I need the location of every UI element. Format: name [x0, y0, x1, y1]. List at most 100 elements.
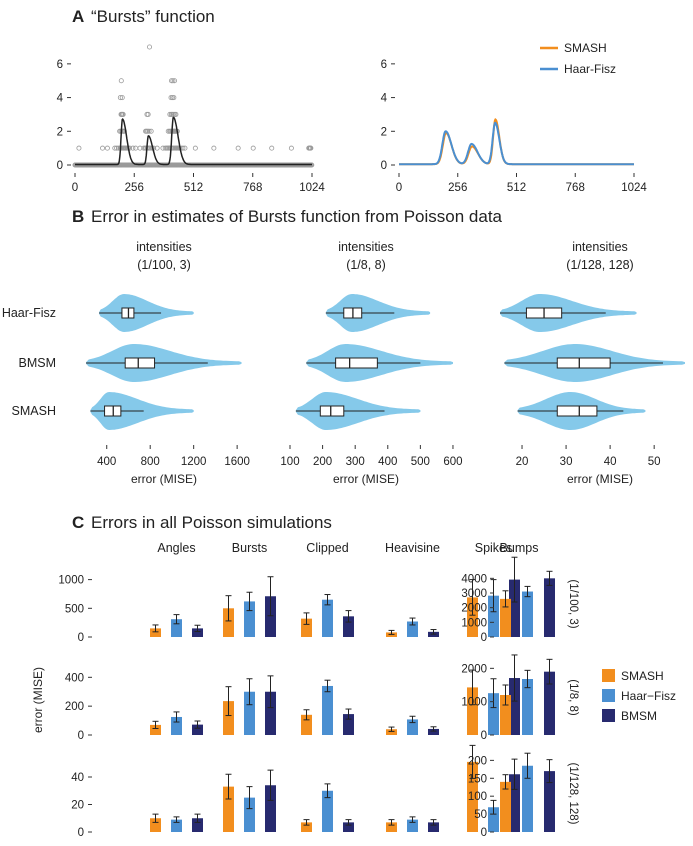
data-point — [120, 111, 126, 117]
bar — [509, 579, 520, 637]
x-tick-label: 1200 — [181, 456, 207, 468]
panel-c-title: Errors in all Poisson simulations — [91, 513, 332, 532]
bar — [386, 729, 397, 735]
bar — [428, 822, 439, 832]
y-tick-label: 0 — [481, 730, 487, 742]
bar — [150, 724, 161, 735]
y-tick-label: 200 — [468, 755, 487, 767]
bar — [322, 685, 333, 735]
x-tick-label: 1024 — [299, 182, 325, 194]
bar — [223, 701, 234, 735]
data-points — [72, 44, 315, 168]
bar — [407, 719, 418, 735]
y-tick-label: 4 — [57, 93, 64, 105]
y-axis-label: error (MISE) — [31, 667, 45, 733]
data-point — [173, 111, 179, 117]
bar — [244, 797, 255, 832]
y-tick-label: 150 — [468, 773, 487, 785]
x-tick-label: 768 — [566, 182, 585, 194]
x-tick-label: 200 — [313, 456, 332, 468]
bar — [488, 807, 499, 832]
bar — [522, 679, 533, 735]
function-label: Spikes — [475, 541, 513, 555]
legend-swatch — [602, 709, 615, 722]
panel-b-letter: B — [72, 207, 84, 226]
bar — [301, 618, 312, 637]
facet-label: intensities — [338, 240, 394, 254]
true-signal-line — [75, 116, 312, 166]
function-label: Bursts — [232, 541, 267, 555]
bar — [544, 771, 555, 832]
panel-a-letter: A — [72, 7, 84, 26]
row-strip-label: (1/100, 3) — [567, 579, 579, 628]
data-point — [192, 145, 198, 151]
method-label: SMASH — [12, 404, 56, 418]
bar — [509, 774, 520, 832]
data-point — [170, 78, 176, 84]
y-tick-label: 100 — [468, 791, 487, 803]
data-point — [154, 145, 160, 151]
x-tick-label: 40 — [604, 456, 617, 468]
y-tick-label: 50 — [474, 809, 487, 821]
bar — [171, 819, 182, 832]
data-point — [308, 145, 314, 151]
x-tick-label: 100 — [280, 456, 299, 468]
x-tick-label: 256 — [125, 182, 144, 194]
panel-a-title: “Bursts” function — [91, 7, 215, 26]
data-point — [117, 95, 123, 101]
x-tick-label: 512 — [507, 182, 526, 194]
y-tick-label: 4000 — [461, 573, 487, 585]
x-tick-label: 800 — [141, 456, 160, 468]
bar — [500, 598, 511, 637]
data-point — [100, 145, 106, 151]
legend-label: Haar-Fisz — [564, 62, 616, 76]
bar — [265, 691, 276, 735]
bar — [265, 596, 276, 637]
legend-swatch — [602, 669, 615, 682]
row-strip-label: (1/8, 8) — [567, 679, 579, 716]
x-tick-label: 50 — [648, 456, 661, 468]
x-tick-label: 1600 — [224, 456, 250, 468]
bar — [265, 785, 276, 832]
data-point — [211, 145, 217, 151]
panel-b-title: Error in estimates of Bursts function fr… — [91, 207, 503, 226]
x-axis-label: error (MISE) — [131, 472, 197, 486]
data-point — [170, 111, 176, 117]
data-point — [130, 145, 136, 151]
y-tick-label: 400 — [65, 672, 84, 684]
bar — [223, 786, 234, 832]
data-point — [119, 95, 125, 101]
data-point — [112, 145, 118, 151]
box — [335, 357, 378, 369]
y-tick-label: 4 — [381, 93, 388, 105]
bar — [488, 595, 499, 637]
data-point — [182, 145, 188, 151]
data-point — [133, 145, 139, 151]
data-point — [147, 44, 153, 50]
y-tick-label: 1000 — [461, 697, 487, 709]
x-tick-label: 300 — [346, 456, 365, 468]
bursts-estimate-plot: 0 2 4 6 0 256 512 768 1024 SMASH Haar-Fisz — [381, 41, 648, 194]
bar — [150, 628, 161, 637]
x-axis-label: error (MISE) — [333, 472, 399, 486]
y-tick-label: 2 — [381, 126, 387, 138]
bar — [343, 822, 354, 832]
bar — [467, 687, 478, 735]
bar — [192, 628, 203, 637]
y-tick-label: 0 — [57, 160, 63, 172]
bar — [467, 597, 478, 637]
row-3: 0 20 40 0 50 100 150 200 (1/128, 128) — [71, 744, 579, 839]
legend-swatch — [602, 689, 615, 702]
data-point — [167, 111, 173, 117]
panel-c-letter: C — [72, 513, 84, 532]
method-label: Haar-Fisz — [2, 306, 56, 320]
box — [556, 357, 611, 369]
function-label: Bumps — [500, 541, 539, 555]
bar — [301, 714, 312, 735]
y-tick-label: 0 — [481, 827, 487, 839]
y-tick-label: 2000 — [461, 603, 487, 615]
y-tick-label: 0 — [481, 632, 487, 644]
function-label: Clipped — [306, 541, 348, 555]
bar — [244, 601, 255, 637]
